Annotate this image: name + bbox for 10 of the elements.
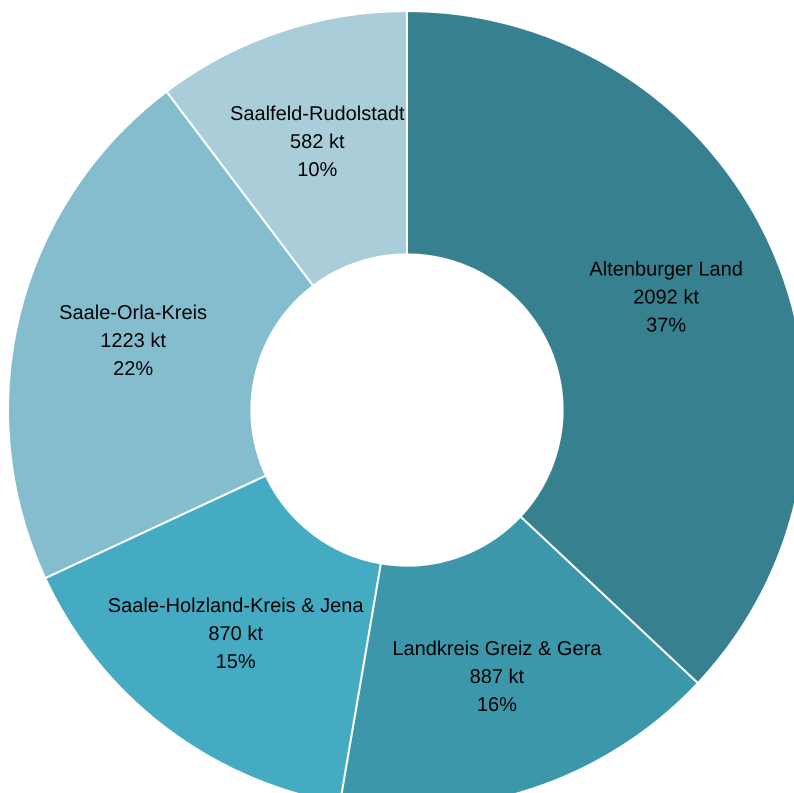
slice-label: Landkreis Greiz & Gera — [392, 638, 602, 660]
slice-label: Saale-Orla-Kreis — [59, 302, 208, 324]
slice-label: Saalfeld-Rudolstadt — [230, 102, 406, 125]
slice-label: Altenburger Land — [589, 258, 743, 280]
data-label: 870 kt 15% — [208, 622, 264, 673]
data-label: 887 kt 16% — [470, 666, 525, 716]
data-label: 582 kt 10% — [290, 130, 345, 181]
data-label: 2092 kt 37% — [633, 286, 700, 336]
slice-label: Saale-Holzland-Kreis & Jena — [108, 594, 364, 617]
data-label: 1223 kt 22% — [100, 330, 166, 380]
